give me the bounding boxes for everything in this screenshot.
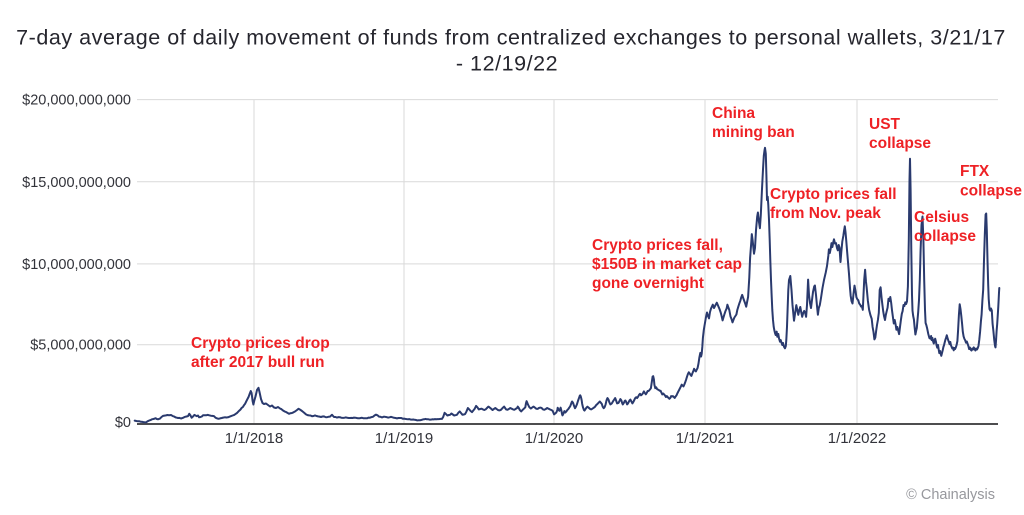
svg-text:collapse: collapse xyxy=(914,228,976,245)
svg-text:China: China xyxy=(712,105,755,122)
svg-text:© Chainalysis: © Chainalysis xyxy=(906,487,995,503)
svg-text:- 12/19/22: - 12/19/22 xyxy=(456,52,558,76)
svg-text:$10,000,000,000: $10,000,000,000 xyxy=(22,257,131,273)
svg-text:Celsius: Celsius xyxy=(914,209,969,226)
svg-text:$20,000,000,000: $20,000,000,000 xyxy=(22,93,131,109)
svg-text:Crypto prices fall: Crypto prices fall xyxy=(770,186,897,203)
svg-text:1/1/2019: 1/1/2019 xyxy=(375,430,433,447)
svg-text:$0: $0 xyxy=(115,415,131,431)
svg-text:1/1/2022: 1/1/2022 xyxy=(828,430,886,447)
svg-text:$15,000,000,000: $15,000,000,000 xyxy=(22,175,131,191)
svg-text:UST: UST xyxy=(869,116,901,133)
svg-text:collapse: collapse xyxy=(869,135,931,152)
svg-text:$150B in market cap: $150B in market cap xyxy=(592,256,742,273)
svg-text:$5,000,000,000: $5,000,000,000 xyxy=(30,338,131,354)
svg-text:mining ban: mining ban xyxy=(712,124,795,141)
svg-text:gone overnight: gone overnight xyxy=(592,275,704,292)
svg-text:collapse: collapse xyxy=(960,183,1022,200)
svg-text:1/1/2018: 1/1/2018 xyxy=(225,430,283,447)
svg-text:after 2017 bull run: after 2017 bull run xyxy=(191,354,325,371)
svg-text:FTX: FTX xyxy=(960,163,990,180)
svg-text:Crypto prices fall,: Crypto prices fall, xyxy=(592,237,723,254)
svg-text:1/1/2021: 1/1/2021 xyxy=(676,430,734,447)
svg-text:from Nov. peak: from Nov. peak xyxy=(770,205,881,222)
svg-text:1/1/2020: 1/1/2020 xyxy=(525,430,583,447)
svg-text:Crypto prices drop: Crypto prices drop xyxy=(191,335,330,352)
svg-text:7-day average of daily movemen: 7-day average of daily movement of funds… xyxy=(16,26,1006,50)
